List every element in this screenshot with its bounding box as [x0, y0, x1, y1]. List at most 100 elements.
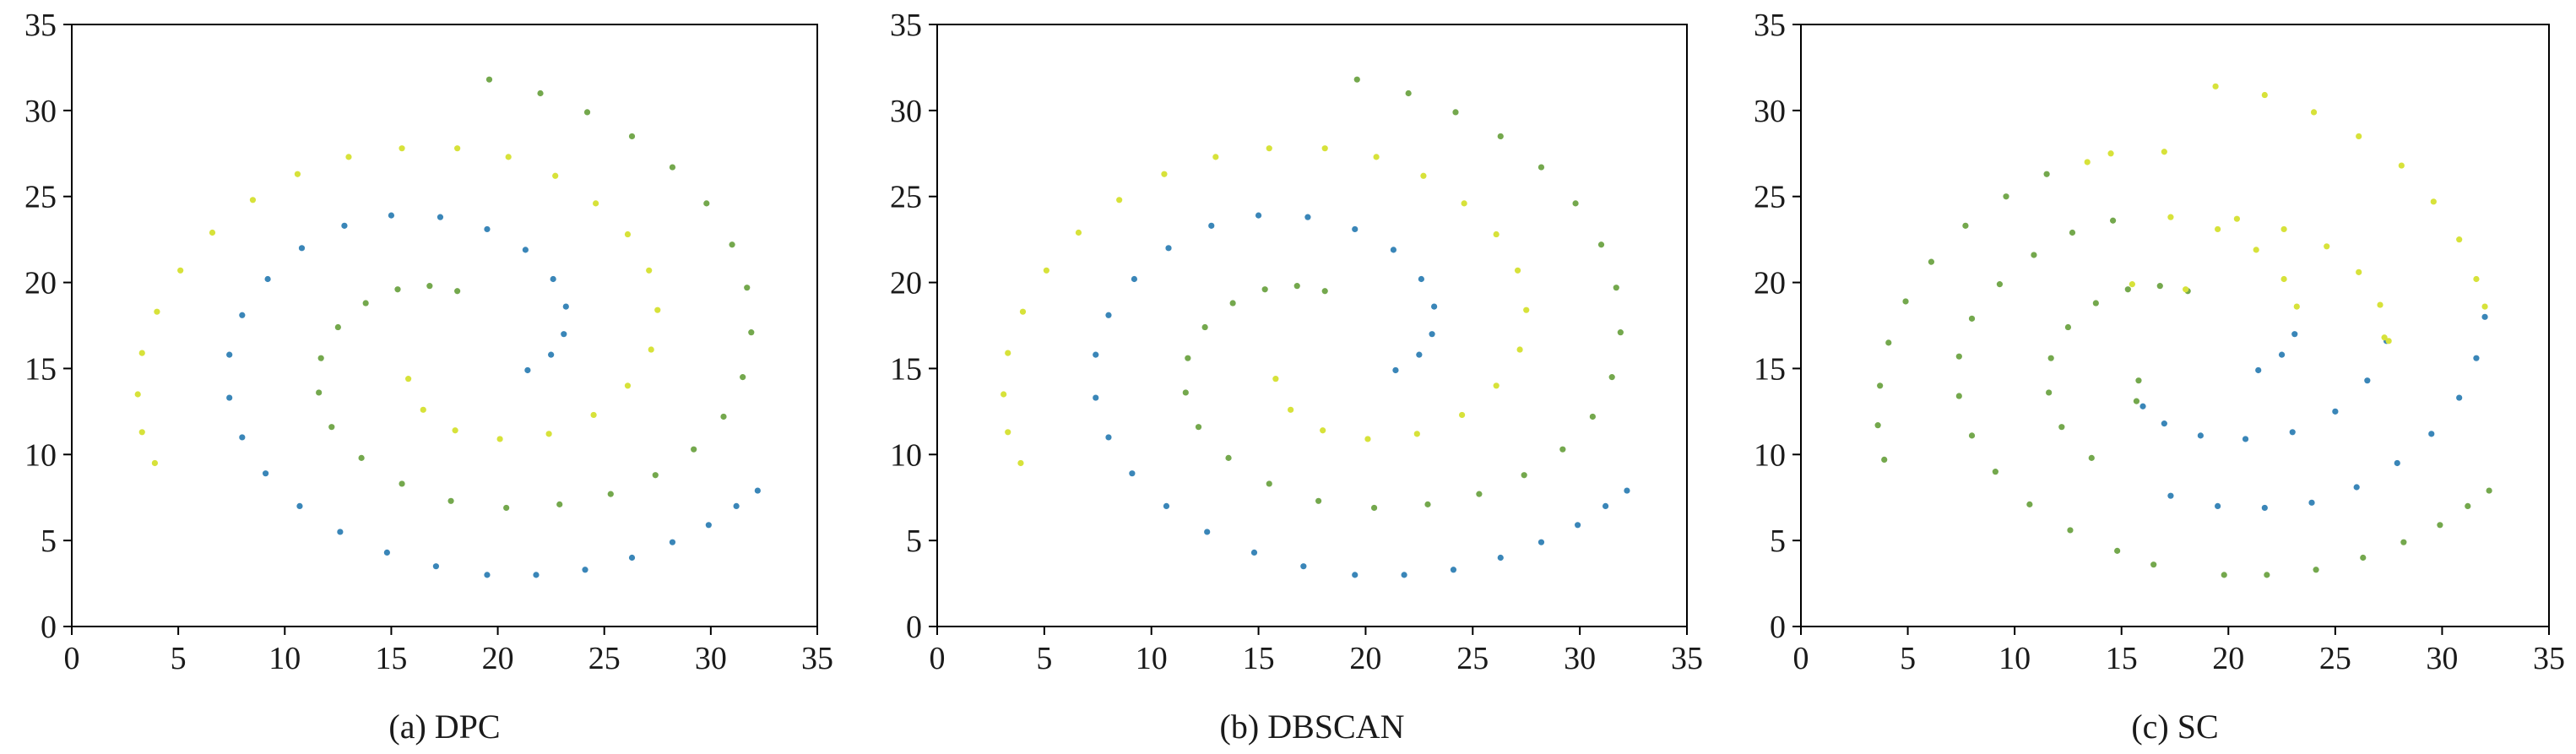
scatter-point: [583, 109, 591, 116]
scatter-point: [1272, 376, 1279, 382]
scatter-point: [562, 303, 569, 310]
scatter-point: [1420, 172, 1427, 179]
scatter-point: [154, 308, 160, 315]
scatter-point: [1321, 288, 1328, 295]
scatter-point: [2109, 217, 2117, 224]
scatter-point: [264, 275, 271, 283]
scatter-point: [1201, 323, 1208, 331]
scatter-point: [1043, 267, 1049, 274]
scatter-point: [1416, 351, 1423, 358]
scatter-point: [1877, 382, 1884, 389]
x-tick-label: 15: [2106, 641, 2138, 676]
scatter-point: [296, 502, 303, 510]
scatter-point: [533, 572, 540, 578]
scatter-point: [2026, 501, 2033, 507]
scatter-point: [550, 275, 556, 283]
scatter-point: [652, 472, 659, 479]
scatter-point: [2360, 554, 2367, 561]
scatter-point: [1459, 411, 1466, 419]
scatter-point: [2481, 313, 2488, 320]
scatter-point: [1131, 275, 1138, 283]
scatter-point: [1537, 164, 1545, 171]
scatter-point: [1461, 200, 1467, 207]
scatter-point: [447, 497, 454, 504]
scatter-point: [590, 411, 597, 419]
scatter-point: [1288, 406, 1294, 413]
scatter-point: [2381, 334, 2388, 341]
x-tick-label: 10: [1998, 641, 2031, 676]
scatter-point: [484, 572, 491, 578]
scatter-point: [628, 133, 636, 140]
scatter-point: [691, 446, 697, 453]
y-tick-label: 25: [1754, 180, 1786, 215]
scatter-point: [2356, 133, 2362, 140]
scatter-point: [703, 200, 710, 207]
scatter-point: [1229, 300, 1236, 306]
y-tick-label: 35: [1754, 8, 1786, 43]
scatter-point: [2310, 109, 2318, 116]
scatter-point: [2215, 225, 2221, 233]
scatter-point: [454, 288, 461, 295]
y-tick-label: 35: [890, 8, 922, 43]
scatter-point: [1521, 472, 1527, 479]
scatter-point: [2156, 283, 2163, 290]
scatter-point: [2486, 487, 2492, 494]
scatter-point: [2043, 171, 2050, 177]
scatter-point: [1019, 308, 1027, 315]
x-tick-label: 35: [2533, 641, 2565, 676]
scatter-point: [2385, 338, 2392, 344]
scatter-point: [452, 427, 458, 434]
x-tick-label: 10: [268, 641, 301, 676]
scatter-point: [134, 391, 141, 398]
scatter-point: [646, 267, 653, 274]
scatter-point: [1450, 567, 1457, 573]
x-tick-label: 15: [1243, 641, 1275, 676]
scatter-point: [239, 434, 246, 441]
scatter-point: [2242, 436, 2249, 442]
plot-frame: [71, 24, 818, 627]
scatter-point: [1129, 470, 1136, 477]
panel-caption: (b) DBSCAN: [1220, 708, 1405, 746]
scatter-point: [2067, 527, 2074, 534]
scatter-point: [2481, 303, 2488, 310]
scatter-point: [1093, 394, 1099, 401]
scatter-point: [2133, 398, 2140, 404]
scatter-point: [399, 145, 405, 152]
scatter-point: [2215, 502, 2221, 510]
scatter-point: [2167, 492, 2174, 499]
scatter-point: [432, 563, 440, 570]
y-tick-label: 30: [24, 94, 57, 129]
scatter-point: [545, 431, 552, 437]
y-tick-label: 35: [24, 8, 57, 43]
scatter-point: [552, 172, 559, 179]
scatter-point: [405, 376, 412, 382]
scatter-point: [1559, 446, 1566, 453]
scatter-series-2: [1182, 76, 1624, 512]
x-tick-label: 25: [2319, 641, 2351, 676]
scatter-point: [648, 346, 654, 353]
scatter-point: [1874, 422, 1881, 429]
plot-frame: [936, 24, 1688, 627]
scatter-point: [1613, 285, 1619, 291]
scatter-point: [2280, 225, 2287, 233]
scatter-point: [1075, 229, 1082, 236]
scatter-point: [249, 197, 257, 203]
scatter-point: [2003, 193, 2009, 200]
x-tick-label: 5: [1036, 641, 1052, 676]
scatter-point: [2280, 275, 2287, 283]
scatter-point: [582, 567, 588, 573]
y-tick-label: 10: [1754, 437, 1786, 473]
scatter-point: [1163, 502, 1170, 510]
scatter-point: [2356, 269, 2362, 275]
scatter-point: [1452, 109, 1459, 116]
scatter-point: [239, 312, 246, 318]
scatter-point: [1304, 214, 1311, 220]
scatter-panel-sc: 0 5 10 15 20 25 30 35 0 5 10 15 20 25 30 35 (c) SC: [1754, 8, 2565, 746]
plot-frame: [1800, 24, 2550, 627]
scatter-point: [420, 406, 426, 413]
scatter-point: [138, 350, 145, 356]
x-tick-label: 5: [171, 641, 187, 676]
x-tick-label: 15: [375, 641, 407, 676]
scatter-point: [2255, 366, 2262, 374]
scatter-point: [2400, 539, 2407, 545]
